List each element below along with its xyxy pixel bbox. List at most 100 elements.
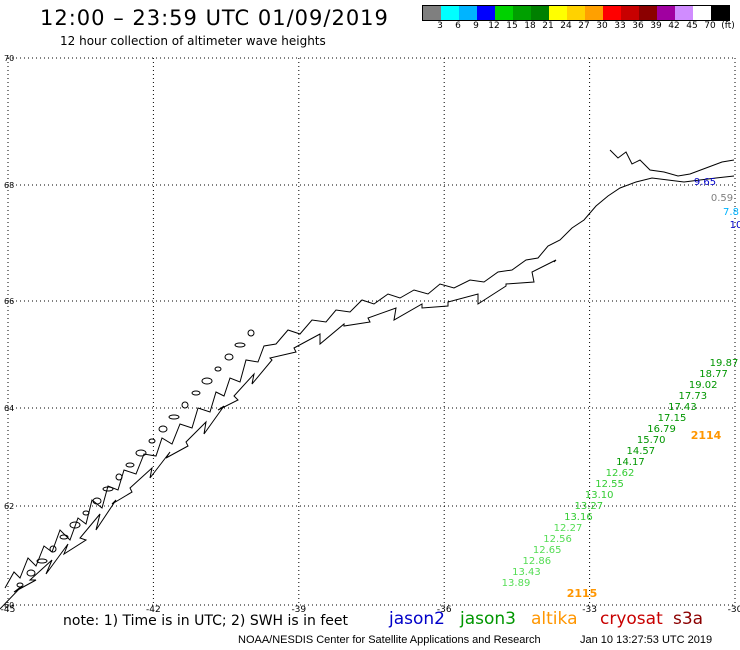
color-scale-label: 12 [488,21,500,31]
color-swatch [657,6,675,20]
lat-tick-label: 70 [4,54,14,63]
color-scale-label: 45 [686,21,698,31]
swh-value-label: 17.43 [668,402,697,413]
swh-value-label: 16.79 [647,424,676,435]
color-swatch [423,6,441,20]
island-shape [82,510,90,516]
swh-value-label: 13.10 [585,490,614,501]
generated-timestamp: Jan 10 13:27:53 UTC 2019 [580,634,713,646]
axis-tick-labels: -45 -42 -39 -36 -33 -30 70 68 66 64 62 60 [1,54,740,615]
coastline-path [609,149,735,177]
swh-value-label: 18.77 [699,369,728,380]
swh-value-label: 0.59 [711,193,733,204]
swh-value-label: 13.43 [512,567,541,578]
color-swatch [603,6,621,20]
island-shape [201,377,213,385]
lat-tick-label: 66 [4,297,14,306]
color-scale-label: 33 [614,21,626,31]
island-shape [26,569,36,577]
color-swatch [675,6,693,20]
island-shape [214,366,222,372]
color-scale-label: 30 [596,21,608,31]
island-shape [125,462,135,468]
greenland-coastline [0,149,735,610]
island-shape [36,558,48,564]
altika-pass-label: 2115 [567,587,598,600]
swh-value-label: 13.27 [574,501,603,512]
color-swatch [459,6,477,20]
color-scale-label: 9 [473,21,479,31]
credit-text: NOAA/NESDIS Center for Satellite Applica… [238,634,541,646]
swh-value-label: 12.86 [522,556,551,567]
color-swatch [711,6,729,20]
island-shape [59,534,69,540]
swh-value-label: 10 [730,220,740,231]
color-scale-label: 21 [542,21,554,31]
island-shape [92,497,102,505]
swh-value-label: 7.8 [723,207,739,218]
color-scale-label: (ft) [721,21,735,31]
swh-value-label: 14.17 [616,457,645,468]
color-scale-label: 70 [704,21,716,31]
color-scale-label: 27 [578,21,590,31]
swh-value-label: 14.57 [626,446,655,457]
swh-value-label: 13.16 [564,512,593,523]
swh-value-label: 12.55 [595,479,624,490]
swh-value-label: 19.87 [710,358,739,369]
island-shape [135,449,147,457]
swh-value-label: 12.27 [554,523,583,534]
legend-jason3-label: jason3 [460,609,516,629]
lon-tick-label: -30 [728,605,740,615]
legend-jason2: jason2 [389,609,445,629]
map-subtitle: 12 hour collection of altimeter wave hei… [60,34,326,48]
legend-s3a: s3a [673,609,703,629]
swh-value-label: 17.15 [658,413,687,424]
color-scale-labels: 3 6 9 12 15 18 21 24 27 30 33 36 39 42 45 70 (ft) [422,21,740,33]
color-scale-label: 36 [632,21,644,31]
swh-value-label: 17.73 [678,391,707,402]
track-values: 19.8718.7719.0217.7317.4317.1516.7915.70… [502,177,740,600]
lon-tick-label: -39 [291,605,306,615]
island-shape [247,329,255,337]
color-scale-label: 6 [455,21,461,31]
legend-cryosat-label: cryosat [600,609,663,629]
legend-jason2-label: jason2 [389,609,445,629]
legend-jason3: jason3 [460,609,516,629]
island-shape [148,438,156,444]
lon-tick-label: -33 [582,605,597,615]
swh-value-label: 12.62 [606,468,635,479]
swh-value-label: 12.56 [543,534,572,545]
coastline-path [4,175,735,589]
color-scale-label: 24 [560,21,572,31]
lat-tick-label: 68 [4,181,14,190]
island-shape [69,521,81,529]
color-scale-label: 42 [668,21,680,31]
color-swatch [513,6,531,20]
lat-tick-label: 62 [4,502,14,511]
lon-tick-label: -45 [1,605,16,615]
altika-pass-label: 2114 [691,429,722,442]
lon-tick-label: -36 [437,605,452,615]
color-swatch [549,6,567,20]
swh-value-label: 15.70 [637,435,666,446]
island-shape [158,425,168,433]
legend-altika: altika [531,609,578,629]
island-shape [234,342,246,348]
map-title: 12:00 – 23:59 UTC 01/09/2019 [40,6,389,30]
island-shape [49,545,57,553]
color-swatch [585,6,603,20]
color-scale-label: 18 [524,21,536,31]
color-swatch [621,6,639,20]
color-scale-label: 3 [437,21,443,31]
color-swatch [531,6,549,20]
swh-value-label: 12.65 [533,545,562,556]
color-swatch [693,6,711,20]
lat-tick-label: 64 [4,404,14,413]
units-note: note: 1) Time is in UTC; 2) SWH is in fe… [63,613,349,629]
color-swatch [567,6,585,20]
color-swatch [441,6,459,20]
grid-lines [7,57,736,606]
swh-value-label: 19.02 [689,380,718,391]
swh-value-label: 13.89 [502,578,531,589]
